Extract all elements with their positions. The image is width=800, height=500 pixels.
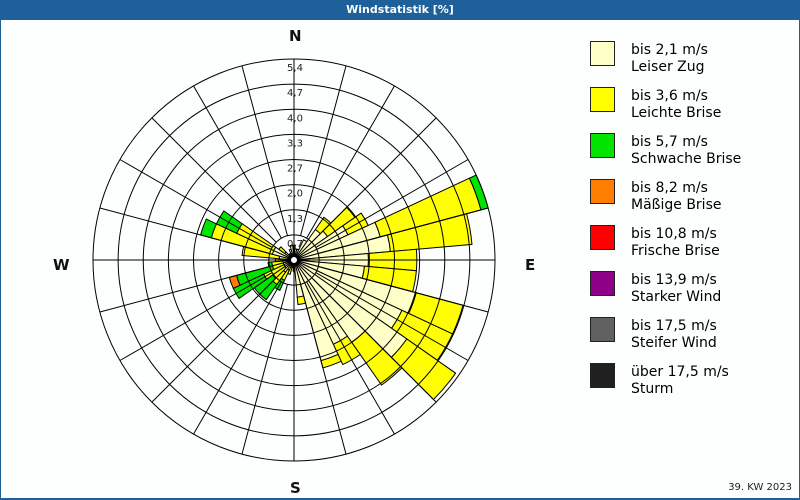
rose-segment xyxy=(278,246,287,255)
legend-swatch xyxy=(590,271,615,296)
grid-spoke xyxy=(311,277,437,403)
grid-spoke xyxy=(306,281,395,435)
rose-segment xyxy=(296,295,307,306)
legend-range: bis 10,8 m/s xyxy=(631,226,717,242)
grid-spoke xyxy=(119,159,273,248)
legend-swatch xyxy=(590,179,615,204)
north-label: N xyxy=(289,27,302,45)
grid-spoke xyxy=(300,284,347,455)
legend-swatch xyxy=(590,317,615,342)
grid-spoke xyxy=(241,65,288,236)
legend-range: über 17,5 m/s xyxy=(631,364,729,380)
rose-segment xyxy=(199,218,218,239)
legend-label: Leiser Zug xyxy=(631,59,705,75)
radial-tick-label: 0,7 xyxy=(287,239,303,250)
legend-label: Sturm xyxy=(631,381,674,397)
legend-range: bis 13,9 m/s xyxy=(631,272,717,288)
radial-tick-label: 4,0 xyxy=(287,113,303,124)
grid-spoke xyxy=(151,277,277,403)
legend-swatch xyxy=(590,225,615,250)
radial-tick-label: 4,7 xyxy=(287,88,303,99)
legend-label: Leichte Brise xyxy=(631,105,722,121)
radial-tick-label: 2,0 xyxy=(287,189,303,200)
grid-spoke xyxy=(99,207,270,254)
grid-spoke xyxy=(315,272,469,361)
legend-label: Steifer Wind xyxy=(631,335,717,351)
grid-spoke xyxy=(315,159,469,248)
legend-label: Frische Brise xyxy=(631,243,720,259)
radial-tick-label: 2,7 xyxy=(287,164,303,175)
legend-range: bis 17,5 m/s xyxy=(631,318,717,334)
legend-swatch xyxy=(590,87,615,112)
grid-spoke xyxy=(99,266,270,313)
south-label: S xyxy=(290,479,301,497)
grid-spoke xyxy=(151,117,277,243)
legend-swatch xyxy=(590,133,615,158)
grid-spoke xyxy=(311,117,437,243)
grid-spoke xyxy=(193,85,282,239)
grid-spoke xyxy=(119,272,273,361)
grid-spoke xyxy=(318,207,489,254)
radial-tick-label: 5,4 xyxy=(287,63,303,74)
rose-segment xyxy=(386,213,473,253)
center-marker xyxy=(289,255,299,265)
grid-spoke xyxy=(300,65,347,236)
legend-range: bis 8,2 m/s xyxy=(631,180,708,196)
legend-label: Starker Wind xyxy=(631,289,722,305)
grid-spoke xyxy=(193,281,282,435)
radial-tick-label: 3,3 xyxy=(287,138,303,149)
legend-range: bis 5,7 m/s xyxy=(631,134,708,150)
legend-label: Mäßige Brise xyxy=(631,197,722,213)
east-label: E xyxy=(525,256,536,274)
grid-spoke xyxy=(306,85,395,239)
legend-swatch xyxy=(590,363,615,388)
west-label: W xyxy=(53,256,70,274)
radial-tick-label: 1,3 xyxy=(287,214,303,225)
grid-spoke xyxy=(318,266,489,313)
chart-title: Windstatistik [%] xyxy=(0,0,800,20)
legend-swatch xyxy=(590,41,615,66)
legend-range: bis 2,1 m/s xyxy=(631,42,708,58)
bottom-border xyxy=(0,498,800,500)
period-label: 39. KW 2023 xyxy=(728,482,792,493)
legend-label: Schwache Brise xyxy=(631,151,742,167)
legend-range: bis 3,6 m/s xyxy=(631,88,708,104)
grid-spoke xyxy=(241,284,288,455)
